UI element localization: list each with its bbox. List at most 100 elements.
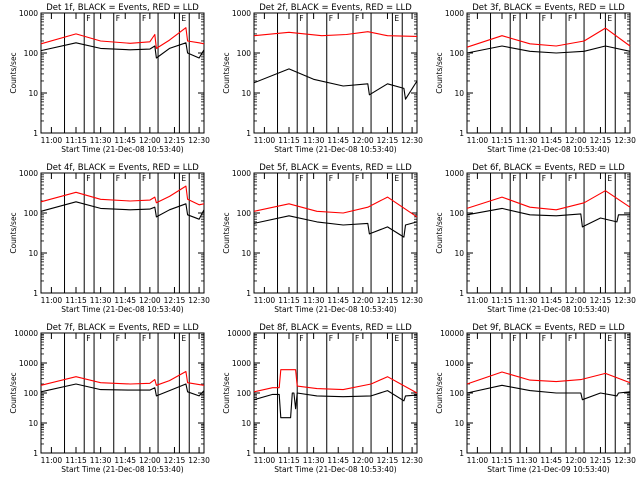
x-axis-label: Start Time (21-Dec-08 10:53:40) <box>487 145 609 154</box>
y-tick-label: 1 <box>246 289 251 298</box>
y-axis-label: Counts/sec <box>435 52 444 93</box>
panel-title: Det 9f, BLACK = Events, RED = LLD <box>472 323 625 333</box>
x-tick-label: 12:00 <box>565 136 587 145</box>
series-line-lld <box>253 196 418 218</box>
plot-frame <box>466 172 631 294</box>
y-axis-label: Counts/sec <box>435 212 444 253</box>
series-line-lld <box>253 31 418 37</box>
x-axis-label: Start Time (21-Dec-08 10:53:40) <box>487 305 609 314</box>
series-line-lld <box>466 371 631 385</box>
x-tick-label: 11:45 <box>327 296 349 305</box>
marker-label: F <box>299 14 303 23</box>
x-tick-label: 12:00 <box>565 456 587 465</box>
y-axis-label: Counts/sec <box>222 212 231 253</box>
series-line-events <box>253 390 418 419</box>
x-tick-label: 12:30 <box>614 456 636 465</box>
x-tick-label: 12:30 <box>401 136 423 145</box>
y-tick-label: 100 <box>450 209 465 218</box>
y-axis-label: Counts/sec <box>9 372 18 413</box>
marker-label: E <box>607 334 612 343</box>
marker-label: F <box>116 174 120 183</box>
marker-label: F <box>568 174 572 183</box>
series-line-lld <box>253 369 418 394</box>
series-line-lld <box>466 190 631 211</box>
marker-label: F <box>568 14 572 23</box>
x-tick-label: 11:00 <box>467 136 489 145</box>
marker-label: E <box>181 334 186 343</box>
series-line-events <box>253 68 418 100</box>
marker-label: F <box>542 334 546 343</box>
x-tick-label: 12:00 <box>352 296 374 305</box>
marker-label: F <box>299 334 303 343</box>
y-tick-label: 10 <box>454 419 464 428</box>
panel-title: Det 1f, BLACK = Events, RED = LLD <box>46 3 199 13</box>
marker-label: F <box>329 334 333 343</box>
y-tick-label: 10000 <box>440 329 464 338</box>
marker-label: F <box>86 174 90 183</box>
x-tick-label: 11:45 <box>327 136 349 145</box>
y-tick-label: 10 <box>454 89 464 98</box>
marker-label: F <box>299 174 303 183</box>
x-tick-label: 11:00 <box>254 456 276 465</box>
y-tick-label: 1 <box>246 129 251 138</box>
marker-label: E <box>181 14 186 23</box>
series-line-lld <box>40 27 205 49</box>
y-tick-label: 1 <box>33 129 38 138</box>
y-axis-label: Counts/sec <box>9 52 18 93</box>
x-tick-label: 11:15 <box>65 296 87 305</box>
x-tick-label: 11:15 <box>491 296 513 305</box>
x-tick-label: 11:45 <box>540 296 562 305</box>
y-tick-label: 1000 <box>445 169 464 178</box>
x-tick-label: 11:30 <box>303 136 325 145</box>
series-line-events <box>466 384 631 401</box>
series-line-lld <box>466 27 631 48</box>
y-tick-label: 1 <box>33 449 38 458</box>
y-tick-label: 10000 <box>14 329 38 338</box>
marker-label: F <box>86 334 90 343</box>
x-tick-label: 11:45 <box>114 296 136 305</box>
marker-label: E <box>394 334 399 343</box>
series-line-events <box>40 42 205 59</box>
y-axis-label: Counts/sec <box>435 372 444 413</box>
y-tick-label: 1000 <box>445 9 464 18</box>
panel-title: Det 7f, BLACK = Events, RED = LLD <box>46 323 199 333</box>
x-tick-label: 12:00 <box>565 296 587 305</box>
x-tick-label: 11:30 <box>303 456 325 465</box>
y-tick-label: 100 <box>450 49 465 58</box>
y-tick-label: 100 <box>24 389 39 398</box>
y-tick-label: 10 <box>241 249 251 258</box>
x-tick-label: 12:15 <box>590 456 612 465</box>
marker-label: E <box>394 174 399 183</box>
x-tick-label: 12:00 <box>352 136 374 145</box>
y-tick-label: 100 <box>237 389 252 398</box>
series-line-events <box>40 201 205 220</box>
x-tick-label: 12:00 <box>352 456 374 465</box>
y-axis-label: Counts/sec <box>222 52 231 93</box>
y-tick-label: 1000 <box>19 359 38 368</box>
x-tick-label: 11:30 <box>90 296 112 305</box>
x-tick-label: 12:30 <box>401 456 423 465</box>
y-tick-label: 10 <box>454 249 464 258</box>
marker-label: F <box>512 14 516 23</box>
marker-label: E <box>607 174 612 183</box>
plot-frame <box>466 12 631 134</box>
panel-title: Det 6f, BLACK = Events, RED = LLD <box>472 163 625 173</box>
series-line-events <box>466 45 631 54</box>
marker-label: F <box>116 334 120 343</box>
y-axis-label: Counts/sec <box>222 372 231 413</box>
marker-label: F <box>86 14 90 23</box>
y-tick-label: 1 <box>33 289 38 298</box>
x-tick-label: 12:30 <box>188 456 210 465</box>
x-tick-label: 12:15 <box>164 456 186 465</box>
marker-label: F <box>329 14 333 23</box>
x-tick-label: 12:15 <box>377 136 399 145</box>
x-tick-label: 11:00 <box>41 136 63 145</box>
panel-title: Det 2f, BLACK = Events, RED = LLD <box>259 3 412 13</box>
x-tick-label: 11:45 <box>327 456 349 465</box>
y-tick-label: 100 <box>24 49 39 58</box>
